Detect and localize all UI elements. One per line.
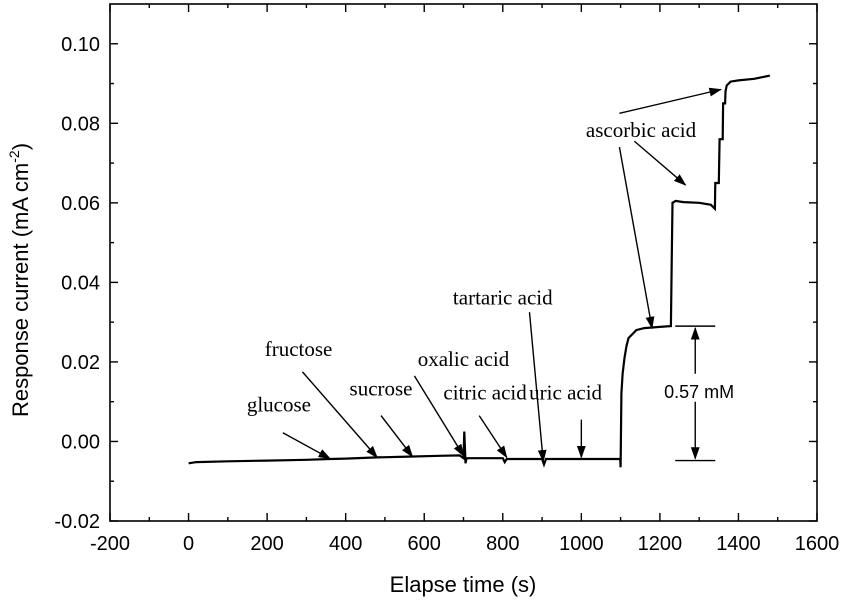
- annotation-label: glucose: [247, 393, 311, 417]
- annotation-arrow: [528, 312, 547, 463]
- annotation-arrow: [619, 87, 722, 115]
- y-tick-label: -0.02: [54, 511, 100, 533]
- y-tick-label: 0.00: [61, 431, 100, 453]
- x-axis-ticks: -200 0 200 400 600 800 1000 1200 1400 1600: [90, 4, 839, 555]
- y-axis-title: Response current (mA cm-2): [6, 143, 33, 417]
- annotation-arrow: [380, 415, 414, 458]
- x-tick-label: 1400: [716, 533, 761, 555]
- x-tick-label: 200: [250, 533, 283, 555]
- x-tick-label: 1200: [638, 533, 683, 555]
- annotation-label: fructose: [265, 337, 333, 361]
- x-tick-label: 1000: [559, 533, 604, 555]
- annotation-label: sucrose: [350, 377, 413, 401]
- y-axis-title-sup: -2: [6, 150, 22, 163]
- annotation-label: oxalic acid: [418, 347, 510, 371]
- y-tick-label: 0.08: [61, 113, 100, 135]
- series-line: [188, 74, 771, 468]
- series-layer: [188, 74, 771, 468]
- annotation-label: uric acid: [529, 381, 602, 405]
- annotation-arrow: [478, 415, 508, 459]
- x-tick-label: 0: [183, 533, 194, 555]
- y-tick-label: 0.02: [61, 352, 100, 374]
- scale-bar-label: 0.57 mM: [664, 382, 734, 402]
- x-axis-title: Elapse time (s): [390, 572, 537, 597]
- annotation-arrow: [282, 432, 332, 460]
- annotation-arrow: [301, 371, 378, 459]
- annotation-arrow: [618, 147, 655, 330]
- x-tick-label: 1600: [795, 533, 840, 555]
- x-tick-label: 400: [329, 533, 362, 555]
- annotation-label: citric acid: [443, 381, 527, 405]
- x-tick-label: 800: [486, 533, 519, 555]
- annotation-arrow: [413, 375, 465, 457]
- x-tick-label: 600: [408, 533, 441, 555]
- y-tick-label: 0.06: [61, 193, 100, 215]
- y-tick-label: 0.04: [61, 272, 100, 294]
- y-axis-title-close: ): [8, 143, 33, 150]
- annotation-label: tartaric acid: [453, 285, 553, 309]
- y-tick-label: 0.10: [61, 34, 100, 56]
- x-tick-label: -200: [90, 533, 130, 555]
- annotation-label: ascorbic acid: [586, 118, 697, 142]
- y-axis-ticks: -0.02 0.00 0.02 0.04 0.06 0.08 0.10: [54, 34, 817, 533]
- y-axis-title-main: Response current (mA cm: [8, 163, 33, 417]
- annotation-arrow: [633, 140, 687, 186]
